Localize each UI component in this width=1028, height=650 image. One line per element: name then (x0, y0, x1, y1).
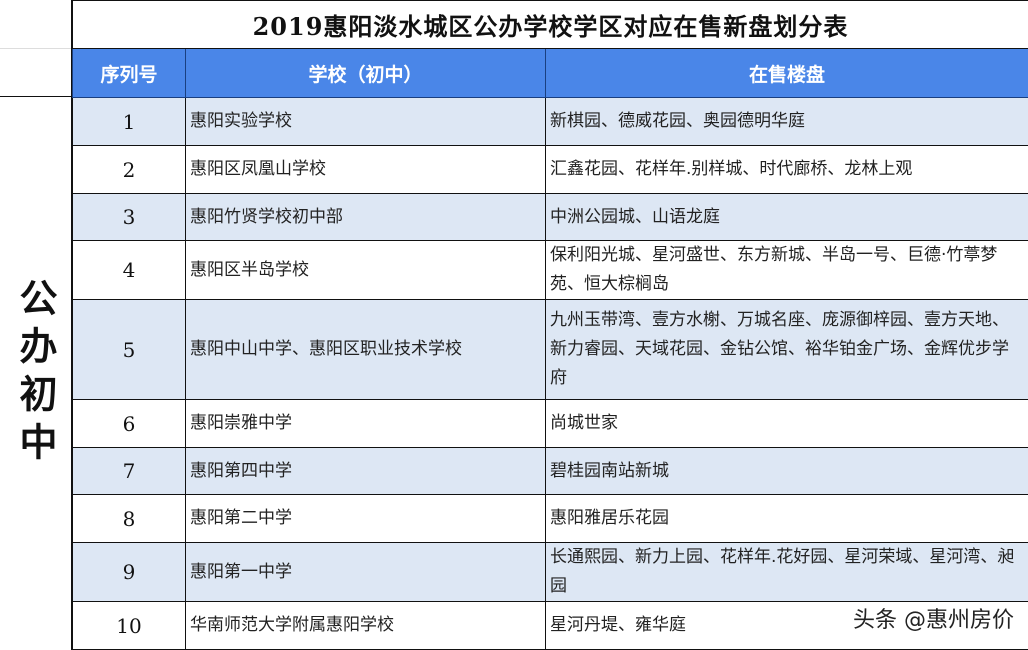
school-cell: 惠阳区半岛学校 (185, 240, 546, 300)
estates-cell: 新棋园、德威花园、奥园德明华庭 (544, 97, 1028, 146)
estates-cell: 惠阳雅居乐花园 (544, 494, 1028, 543)
serial-cell: 6 (72, 399, 186, 448)
school-cell: 惠阳第四中学 (185, 447, 546, 495)
category-column: 公办初中 (0, 0, 72, 650)
school-cell: 惠阳区凤凰山学校 (185, 145, 546, 194)
blank-corner (0, 0, 72, 97)
school-cell: 惠阳竹贤学校初中部 (185, 193, 546, 241)
table-row: 7 惠阳第四中学 碧桂园南站新城 (72, 447, 1028, 495)
category-label: 公办初中 (13, 277, 57, 470)
serial-cell: 3 (72, 193, 186, 241)
category-cell: 公办初中 (0, 97, 72, 650)
header-serial: 序列号 (72, 48, 186, 98)
estates-cell: 尚城世家 (544, 399, 1028, 448)
serial-cell: 5 (72, 299, 186, 400)
table-row: 8 惠阳第二中学 惠阳雅居乐花园 (72, 494, 1028, 543)
estates-cell: 中洲公园城、山语龙庭 (544, 193, 1028, 241)
school-district-table: 2019惠阳淡水城区公办学校学区对应在售新盘划分表 序列号 学校（初中） 在售楼… (71, 0, 1028, 650)
table-title: 2019惠阳淡水城区公办学校学区对应在售新盘划分表 (71, 0, 1028, 49)
school-cell: 惠阳第二中学 (185, 494, 546, 543)
estates-cell: 九州玉带湾、壹方水榭、万城名座、庞源御梓园、壹方天地、新力睿园、天域花园、金钻公… (544, 299, 1028, 400)
serial-cell: 8 (72, 494, 186, 543)
table-row: 6 惠阳崇雅中学 尚城世家 (72, 399, 1028, 448)
estates-cell: 保利阳光城、星河盛世、东方新城、半岛一号、巨德·竹葶梦苑、恒大棕榈岛 (544, 240, 1028, 300)
serial-cell: 7 (72, 447, 186, 495)
table-row: 3 惠阳竹贤学校初中部 中洲公园城、山语龙庭 (72, 193, 1028, 241)
table-row: 5 惠阳中山中学、惠阳区职业技术学校 九州玉带湾、壹方水榭、万城名座、庞源御梓园、壹… (72, 299, 1028, 400)
estates-cell: 汇鑫花园、花样年.别样城、时代廊桥、龙林上观 (544, 145, 1028, 194)
serial-cell: 9 (72, 542, 186, 602)
table-row: 4 惠阳区半岛学校 保利阳光城、星河盛世、东方新城、半岛一号、巨德·竹葶梦苑、恒大棕… (72, 240, 1028, 300)
school-cell: 华南师范大学附属惠阳学校 (185, 601, 546, 650)
header-school: 学校（初中） (185, 48, 546, 98)
table-row: 9 惠阳第一中学 长通熙园、新力上园、花样年.花好园、星河荣域、星河湾、昶园 (72, 542, 1028, 602)
serial-cell: 2 (72, 145, 186, 194)
header-estates: 在售楼盘 (544, 48, 1028, 98)
table-row: 10 华南师范大学附属惠阳学校 星河丹堤、雍华庭 (72, 601, 1028, 650)
school-cell: 惠阳实验学校 (185, 97, 546, 146)
school-cell: 惠阳中山中学、惠阳区职业技术学校 (185, 299, 546, 400)
school-cell: 惠阳崇雅中学 (185, 399, 546, 448)
estates-cell: 长通熙园、新力上园、花样年.花好园、星河荣域、星河湾、昶园 (544, 542, 1028, 602)
estates-cell: 碧桂园南站新城 (544, 447, 1028, 495)
watermark-text: 头条 @惠州房价 (853, 608, 1014, 633)
serial-cell: 10 (72, 601, 186, 650)
school-cell: 惠阳第一中学 (185, 542, 546, 602)
table-row: 1 惠阳实验学校 新棋园、德威花园、奥园德明华庭 (72, 97, 1028, 146)
serial-cell: 4 (72, 240, 186, 300)
serial-cell: 1 (72, 97, 186, 146)
table-row: 2 惠阳区凤凰山学校 汇鑫花园、花样年.别样城、时代廊桥、龙林上观 (72, 145, 1028, 194)
